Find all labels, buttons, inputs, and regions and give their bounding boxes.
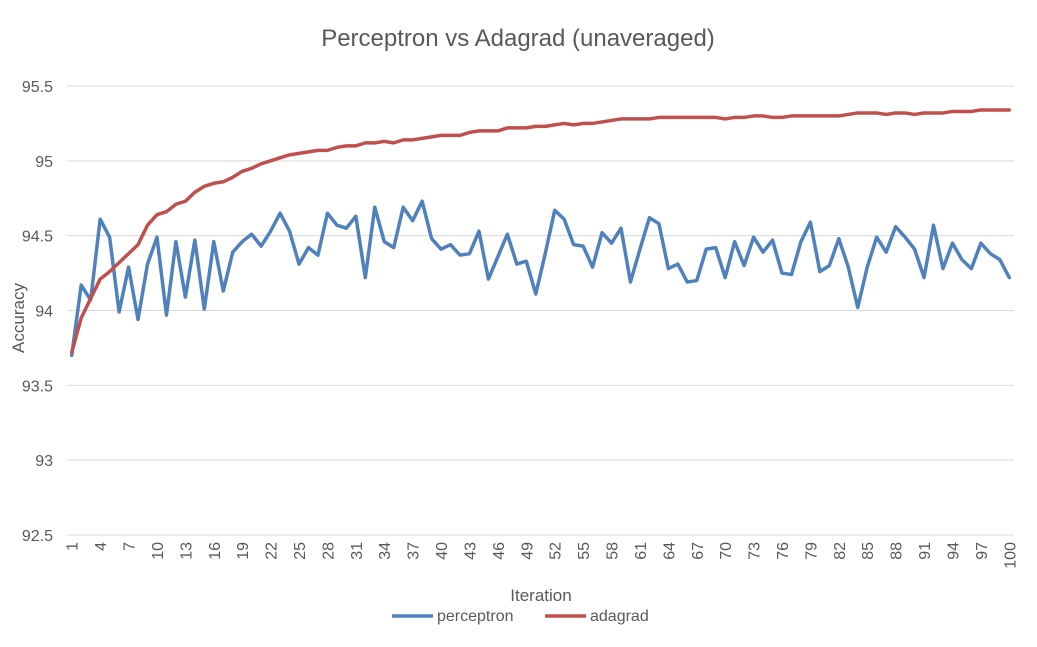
- y-tick-label: 95.5: [22, 79, 53, 96]
- y-tick-label: 93: [35, 453, 53, 470]
- x-tick-label: 4: [93, 542, 110, 551]
- x-tick-label: 52: [548, 542, 565, 560]
- x-tick-label: 46: [491, 542, 508, 560]
- x-axis-title: Iteration: [510, 586, 571, 605]
- x-axis-ticks: 1 4 7 10 13 16 19 22 25 28 31 34 37 40 43 46 49 52 55 58 61 6…: [65, 542, 1020, 569]
- x-tick-label: 82: [832, 542, 849, 560]
- x-tick-label: 28: [320, 542, 337, 560]
- series-line-adagrad: [69, 108, 1012, 355]
- legend-label-perceptron: perceptron: [437, 608, 514, 625]
- x-tick-label: 88: [889, 542, 906, 560]
- x-tick-label: 22: [264, 542, 281, 560]
- series-line-perceptron: [69, 199, 1012, 358]
- x-tick-label: 37: [406, 542, 423, 560]
- x-tick-label: 34: [377, 542, 394, 560]
- x-tick-label: 97: [974, 542, 991, 560]
- x-tick-label: 25: [292, 542, 309, 560]
- x-tick-label: 49: [519, 542, 536, 560]
- x-tick-label: 16: [207, 542, 224, 560]
- y-axis-ticks: 92.5 93 93.5 94 94.5 95 95.5: [22, 79, 53, 545]
- x-tick-label: 40: [434, 542, 451, 560]
- x-tick-label: 100: [1002, 542, 1019, 569]
- y-tick-label: 94: [35, 304, 53, 321]
- series-lines: [69, 108, 1012, 358]
- y-tick-label: 93.5: [22, 378, 53, 395]
- x-tick-label: 67: [690, 542, 707, 560]
- x-tick-label: 79: [803, 542, 820, 560]
- x-tick-label: 13: [178, 542, 195, 560]
- gridlines: [67, 85, 1014, 536]
- y-tick-label: 95: [35, 154, 53, 171]
- y-axis-title: Accuracy: [9, 283, 28, 353]
- chart-title: Perceptron vs Adagrad (unaveraged): [321, 25, 715, 52]
- x-tick-label: 1: [65, 542, 82, 551]
- x-tick-label: 43: [462, 542, 479, 560]
- x-tick-label: 73: [747, 542, 764, 560]
- x-tick-label: 10: [150, 542, 167, 560]
- x-tick-label: 55: [576, 542, 593, 560]
- y-tick-label: 94.5: [22, 229, 53, 246]
- x-tick-label: 19: [235, 542, 252, 560]
- x-tick-label: 85: [860, 542, 877, 560]
- x-tick-label: 31: [349, 542, 366, 560]
- x-tick-label: 76: [775, 542, 792, 560]
- y-tick-label: 92.5: [22, 528, 53, 545]
- legend: perceptron adagrad: [392, 608, 649, 625]
- x-tick-label: 7: [122, 542, 139, 551]
- x-tick-label: 70: [718, 542, 735, 560]
- x-tick-label: 64: [661, 542, 678, 560]
- x-tick-label: 94: [945, 542, 962, 560]
- x-tick-label: 91: [917, 542, 934, 560]
- x-tick-label: 61: [633, 542, 650, 560]
- legend-label-adagrad: adagrad: [590, 608, 649, 625]
- x-tick-label: 58: [605, 542, 622, 560]
